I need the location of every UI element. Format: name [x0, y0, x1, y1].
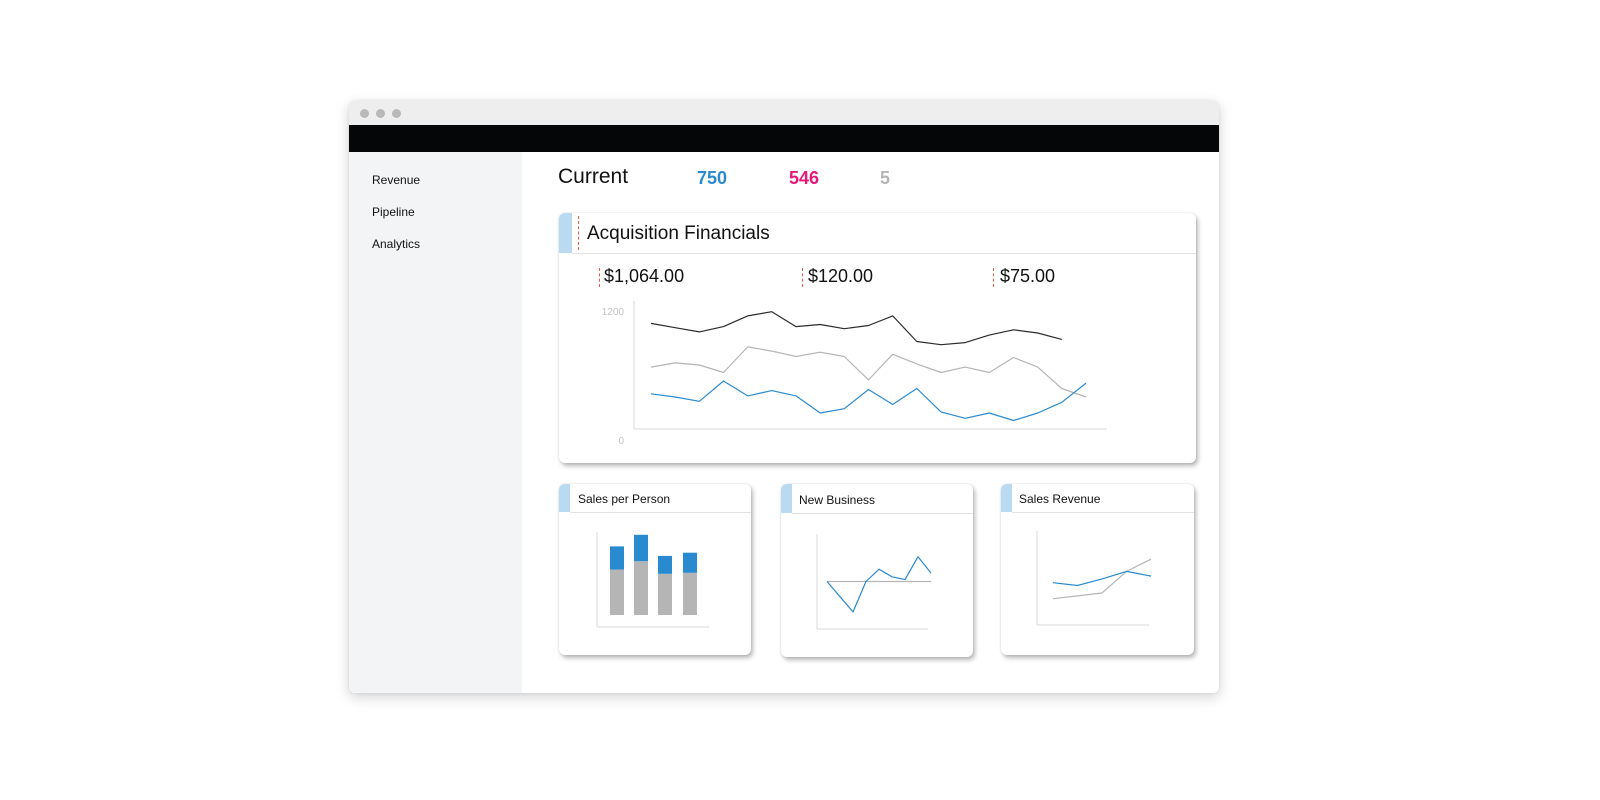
title-bar	[349, 101, 1219, 125]
current-label: Current	[558, 165, 629, 188]
close-dot[interactable]	[360, 109, 369, 118]
card-tab-accent	[1001, 484, 1012, 512]
bar-segment	[610, 546, 624, 570]
metric-value: $120.00	[808, 266, 874, 286]
sidebar-item-analytics[interactable]: Analytics	[372, 237, 421, 251]
metric-value: $1,064.00	[604, 266, 685, 286]
app-window: Revenue Pipeline Analytics Current 750 5…	[349, 101, 1219, 693]
card-tab-accent	[559, 484, 570, 512]
card-tab-accent	[559, 213, 572, 253]
card-tab-accent	[781, 484, 792, 513]
metric-value: $75.00	[1000, 266, 1056, 286]
card-divider	[1012, 512, 1194, 513]
card-title: New Business	[799, 493, 876, 507]
bar-segment	[658, 555, 672, 574]
minimize-dot[interactable]	[376, 109, 385, 118]
line-series-2	[650, 346, 1087, 398]
bar-segment	[610, 569, 624, 615]
stat-value-blue: 750	[697, 168, 728, 188]
new-business-line-chart	[816, 534, 932, 630]
sidebar-item-pipeline[interactable]: Pipeline	[372, 205, 415, 219]
line-series-1	[1052, 558, 1152, 600]
sales-revenue-card: Sales Revenue	[1001, 484, 1194, 655]
card-divider	[792, 513, 973, 514]
new-business-card: New Business	[781, 484, 973, 657]
y-tick-label: 1200	[602, 307, 625, 318]
stat-value-gray: 5	[880, 168, 891, 188]
dash-marker	[578, 216, 579, 250]
sales-revenue-line-chart	[1036, 531, 1152, 626]
bar-segment	[683, 552, 697, 573]
bar-segment	[634, 534, 648, 562]
dash-marker	[993, 268, 994, 287]
bar-segment	[634, 561, 648, 615]
sidebar: Revenue Pipeline Analytics	[349, 152, 522, 693]
zoom-dot[interactable]	[392, 109, 401, 118]
line-series-2	[1052, 570, 1152, 587]
card-title: Sales Revenue	[1019, 492, 1101, 506]
sales-per-person-bar-chart	[596, 532, 709, 628]
dash-marker	[599, 268, 600, 287]
stat-value-pink: 546	[789, 168, 820, 188]
card-divider	[570, 512, 751, 513]
acquisition-line-chart: 1200 0	[602, 301, 1107, 447]
y-tick-label: 0	[618, 436, 624, 447]
bar-segment	[683, 572, 697, 615]
sidebar-item-revenue[interactable]: Revenue	[372, 173, 421, 187]
card-divider	[572, 253, 1196, 254]
line-series-1	[650, 311, 1062, 346]
line-series-3	[650, 380, 1087, 422]
acquisition-financials-card: Acquisition Financials $1,064.00 $120.00…	[559, 213, 1196, 463]
card-title: Acquisition Financials	[587, 223, 770, 244]
bar-segment	[658, 573, 672, 615]
card-title: Sales per Person	[578, 492, 671, 506]
top-navigation-bar	[349, 125, 1219, 152]
sales-per-person-card: Sales per Person	[559, 484, 751, 655]
line-series-2	[826, 556, 932, 613]
dash-marker	[802, 268, 803, 287]
